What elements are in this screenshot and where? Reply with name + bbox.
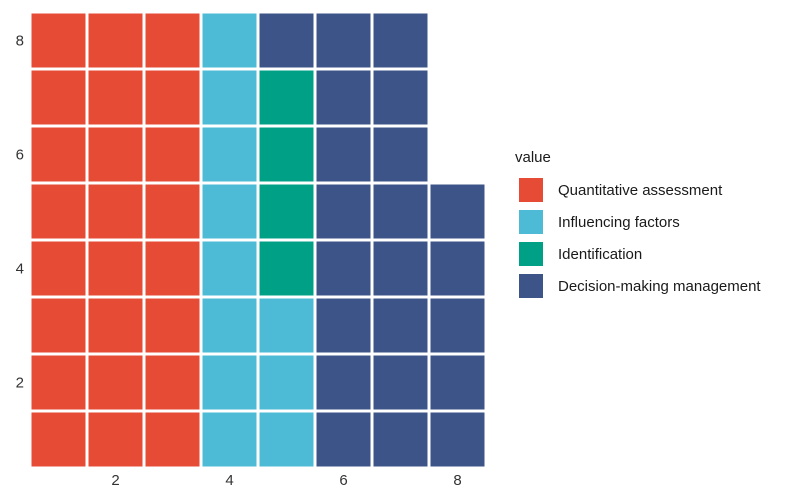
waffle-cell-influencing-factors	[202, 70, 257, 125]
waffle-cell-quantitative-assessment	[31, 13, 86, 68]
waffle-cell-quantitative-assessment	[145, 13, 200, 68]
legend-key-quantitative-assessment	[519, 178, 543, 202]
waffle-cell-influencing-factors	[259, 355, 314, 410]
waffle-cell-decision-making-management	[430, 355, 485, 410]
waffle-cell-quantitative-assessment	[88, 298, 143, 353]
waffle-cell-decision-making-management	[430, 184, 485, 239]
waffle-cell-decision-making-management	[316, 355, 371, 410]
waffle-cell-quantitative-assessment	[88, 127, 143, 182]
waffle-cell-identification	[259, 184, 314, 239]
waffle-cell-decision-making-management	[316, 184, 371, 239]
waffle-cell-quantitative-assessment	[31, 298, 86, 353]
waffle-cell-quantitative-assessment	[31, 127, 86, 182]
waffle-cell-decision-making-management	[316, 70, 371, 125]
waffle-cell-identification	[259, 127, 314, 182]
waffle-cell-quantitative-assessment	[88, 13, 143, 68]
waffle-cell-decision-making-management	[373, 184, 428, 239]
waffle-cell-quantitative-assessment	[31, 412, 86, 467]
y-tick-label: 4	[16, 261, 24, 278]
x-tick-label: 8	[453, 472, 461, 486]
waffle-cell-quantitative-assessment	[31, 70, 86, 125]
waffle-cell-quantitative-assessment	[145, 70, 200, 125]
x-axis-ticks: 2 4 6 8	[111, 472, 461, 486]
legend-label-decision-making-management: Decision-making management	[558, 278, 761, 295]
waffle-cell-quantitative-assessment	[88, 241, 143, 296]
waffle-cell-decision-making-management	[430, 298, 485, 353]
waffle-cell-influencing-factors	[202, 298, 257, 353]
waffle-cell-decision-making-management	[373, 298, 428, 353]
x-tick-label: 2	[111, 472, 119, 486]
waffle-cell-quantitative-assessment	[88, 184, 143, 239]
waffle-cell-decision-making-management	[430, 412, 485, 467]
waffle-cell-quantitative-assessment	[31, 184, 86, 239]
waffle-cell-quantitative-assessment	[145, 127, 200, 182]
waffle-cell-influencing-factors	[202, 13, 257, 68]
waffle-cell-decision-making-management	[316, 127, 371, 182]
waffle-cell-quantitative-assessment	[31, 241, 86, 296]
waffle-cell-decision-making-management	[373, 13, 428, 68]
legend-label-influencing-factors: Influencing factors	[558, 214, 680, 231]
waffle-cell-decision-making-management	[373, 355, 428, 410]
waffle-cell-decision-making-management	[316, 241, 371, 296]
waffle-cell-influencing-factors	[202, 412, 257, 467]
waffle-cell-quantitative-assessment	[88, 70, 143, 125]
y-axis-ticks: 2 4 6 8	[16, 33, 24, 392]
legend-key-decision-making-management	[519, 274, 543, 298]
waffle-cell-decision-making-management	[373, 127, 428, 182]
legend-title: value	[515, 149, 551, 166]
legend-label-identification: Identification	[558, 246, 642, 263]
legend: value Quantitative assessment Influencing…	[515, 149, 761, 298]
legend-label-quantitative-assessment: Quantitative assessment	[558, 182, 723, 199]
waffle-cell-influencing-factors	[202, 184, 257, 239]
waffle-cell-decision-making-management	[316, 13, 371, 68]
legend-key-influencing-factors	[519, 210, 543, 234]
waffle-cell-influencing-factors	[202, 241, 257, 296]
waffle-cell-identification	[259, 241, 314, 296]
waffle-cell-quantitative-assessment	[145, 412, 200, 467]
waffle-cell-quantitative-assessment	[145, 184, 200, 239]
waffle-cell-quantitative-assessment	[88, 355, 143, 410]
waffle-cell-decision-making-management	[373, 70, 428, 125]
waffle-cell-identification	[259, 70, 314, 125]
legend-key-identification	[519, 242, 543, 266]
waffle-cell-quantitative-assessment	[145, 298, 200, 353]
waffle-cell-quantitative-assessment	[88, 412, 143, 467]
waffle-cell-quantitative-assessment	[31, 355, 86, 410]
waffle-cell-decision-making-management	[259, 13, 314, 68]
waffle-cell-decision-making-management	[316, 412, 371, 467]
y-tick-label: 6	[16, 147, 24, 164]
waffle-cell-influencing-factors	[259, 298, 314, 353]
waffle-cell-decision-making-management	[373, 412, 428, 467]
y-tick-label: 2	[16, 375, 24, 392]
waffle-cell-influencing-factors	[259, 412, 314, 467]
waffle-cell-quantitative-assessment	[145, 355, 200, 410]
waffle-cells	[31, 13, 485, 467]
waffle-cell-influencing-factors	[202, 127, 257, 182]
x-tick-label: 4	[225, 472, 233, 486]
waffle-cell-quantitative-assessment	[145, 241, 200, 296]
waffle-cell-influencing-factors	[202, 355, 257, 410]
waffle-cell-decision-making-management	[373, 241, 428, 296]
waffle-cell-decision-making-management	[316, 298, 371, 353]
x-tick-label: 6	[339, 472, 347, 486]
waffle-cell-decision-making-management	[430, 241, 485, 296]
y-tick-label: 8	[16, 33, 24, 50]
